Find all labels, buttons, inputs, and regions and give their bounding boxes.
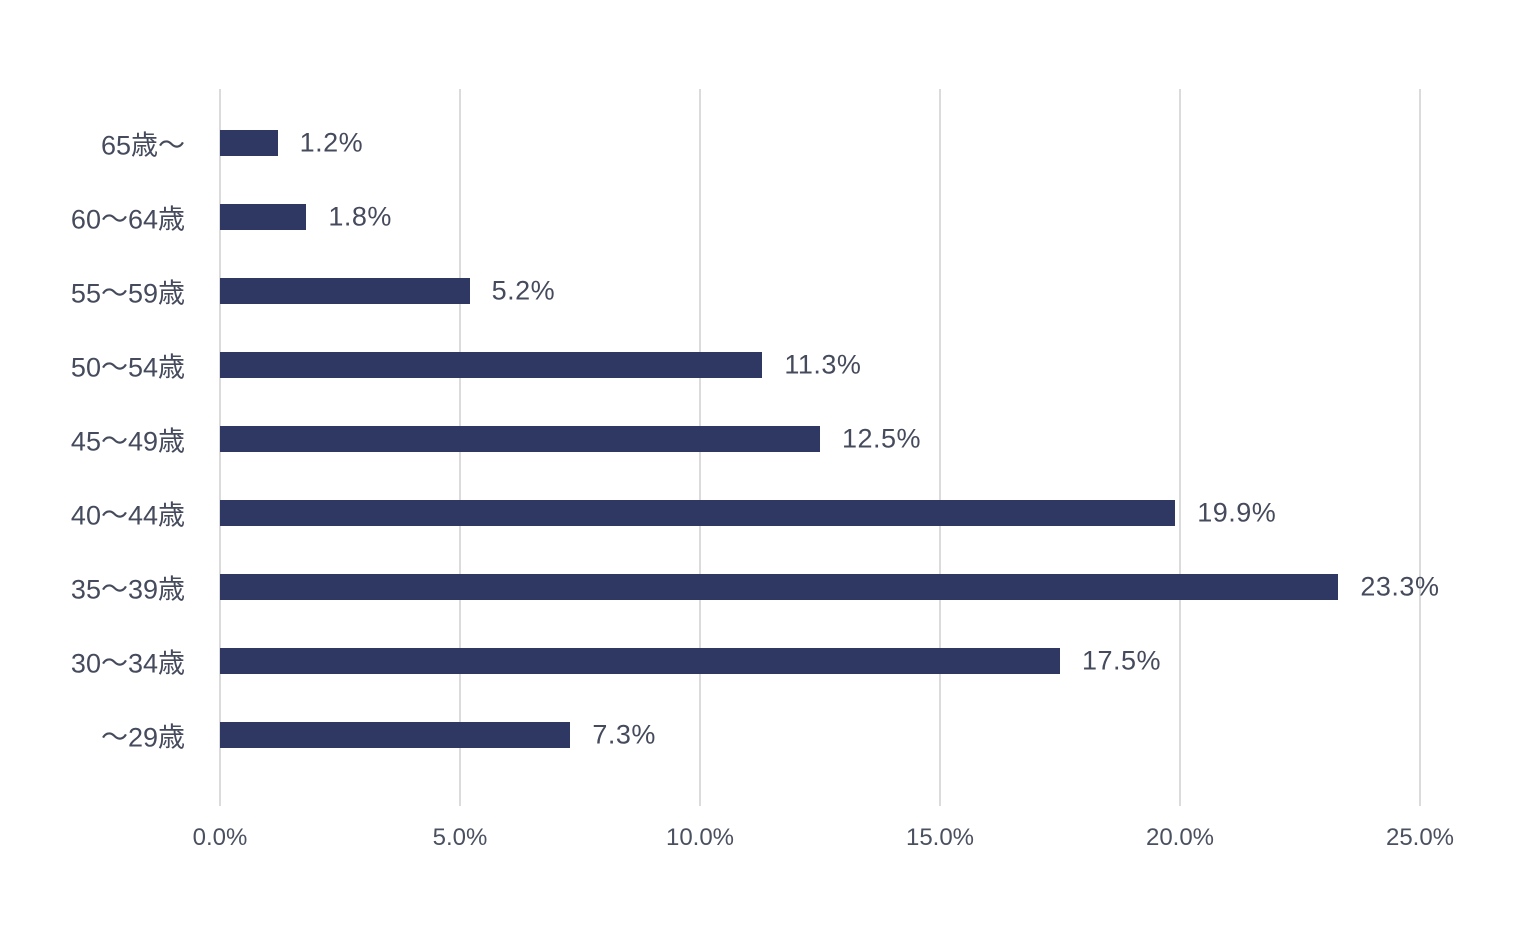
category-label: 65歳〜 [100,130,185,161]
bar [220,574,1339,600]
bar-value-label: 11.3% [784,349,862,380]
bar [220,648,1060,674]
category-label: 30〜34歳 [70,648,185,679]
bar [220,352,763,378]
bar-value-label: 23.3% [1360,571,1440,602]
gridline [939,89,941,806]
bar-value-label: 5.2% [491,275,556,306]
gridline [1419,89,1421,806]
category-label: 〜29歳 [100,722,185,753]
gridline [1179,89,1181,806]
x-axis-tick-label: 5.0% [432,824,488,851]
bar [220,722,571,748]
category-label: 60〜64歳 [70,204,185,235]
x-axis-tick-label: 15.0% [905,824,975,851]
bar-value-label: 17.5% [1082,645,1162,676]
x-axis-tick-label: 25.0% [1385,824,1455,851]
category-label: 40〜44歳 [70,500,185,531]
category-label: 55〜59歳 [70,278,185,309]
bar-value-label: 7.3% [592,719,656,750]
category-label: 45〜49歳 [70,426,185,457]
bar [220,204,307,230]
bar [220,426,820,452]
x-axis-tick-label: 0.0% [192,824,248,851]
bar-value-label: 12.5% [842,423,922,454]
bar [220,130,278,156]
bar-value-label: 1.2% [299,127,364,158]
x-axis-tick-label: 20.0% [1145,824,1215,851]
bar [220,500,1176,526]
category-label: 50〜54歳 [70,352,185,383]
bar-value-label: 1.8% [328,201,392,232]
bar-value-label: 19.9% [1197,497,1277,528]
x-axis-tick-label: 10.0% [665,824,735,851]
bar [220,278,470,304]
category-label: 35〜39歳 [70,574,185,605]
